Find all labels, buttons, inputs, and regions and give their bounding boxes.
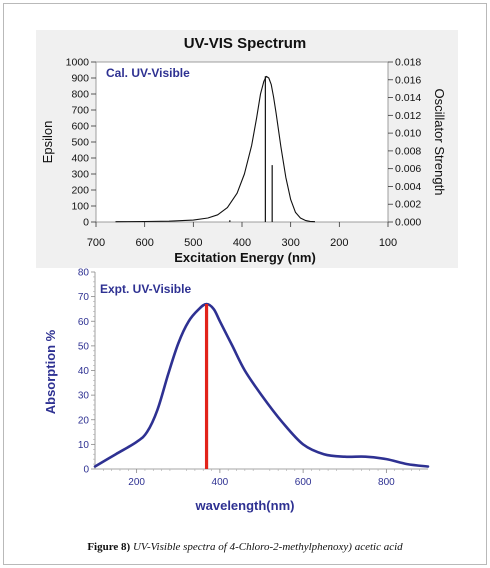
- y-left-tick-label: 200: [71, 185, 89, 197]
- y-left-tick-label: 900: [71, 73, 89, 85]
- chart-title: UV-VIS Spectrum: [184, 35, 307, 52]
- x-tick-label: 800: [378, 477, 395, 488]
- y-tick-label: 40: [78, 366, 90, 377]
- y-left-tick-label: 600: [71, 121, 89, 133]
- x-tick-label: 200: [128, 477, 145, 488]
- y-left-tick-label: 500: [71, 137, 89, 149]
- x-tick-label: 400: [233, 237, 251, 249]
- x-axis-title: wavelength(nm): [195, 498, 295, 513]
- x-tick-label: 700: [87, 237, 105, 249]
- y-right-tick-label: 0.006: [395, 163, 421, 175]
- y-right-tick-label: 0.012: [395, 110, 421, 122]
- y-tick-label: 80: [78, 268, 90, 279]
- caption-text: UV-Visible spectra of 4-Chloro-2-methylp…: [130, 541, 403, 553]
- y-tick-label: 0: [83, 465, 89, 476]
- caption-label: Figure 8): [87, 541, 131, 553]
- absorption-curve: [93, 302, 430, 468]
- figure-caption: Figure 8) UV-Visible spectra of 4-Chloro…: [0, 541, 490, 553]
- y-right-tick-label: 0.016: [395, 74, 421, 86]
- chart-annotation: Cal. UV-Visible: [106, 66, 190, 80]
- y-tick-label: 70: [78, 292, 90, 303]
- plot-area: [95, 61, 389, 223]
- y-left-tick-label: 700: [71, 105, 89, 117]
- y-axis-title-right: Oscillator Strength: [432, 89, 447, 196]
- y-left-tick-label: 300: [71, 169, 89, 181]
- y-left-tick-label: 1000: [66, 57, 90, 69]
- y-right-tick-label: 0.018: [395, 57, 421, 69]
- y-right-tick-label: 0.004: [395, 181, 421, 193]
- y-right-tick-label: 0.002: [395, 199, 421, 211]
- y-tick-label: 10: [78, 440, 90, 451]
- y-tick-label: 50: [78, 341, 90, 352]
- x-axis-title: Excitation Energy (nm): [174, 250, 316, 265]
- epsilon-curve: [115, 75, 316, 223]
- experimental-marks: 0 10 20 30 40 50 60 70 80 200 400 600 800: [78, 268, 430, 488]
- y-tick-label: 60: [78, 317, 90, 328]
- calculated-chart: UV-VIS Spectrum Cal. UV-Visible Excitati…: [40, 35, 447, 265]
- y-left-tick-label: 0: [83, 217, 89, 229]
- y-left-tick-label: 100: [71, 201, 89, 213]
- x-tick-label: 400: [212, 477, 229, 488]
- y-right-tick-label: 0.010: [395, 128, 421, 140]
- experimental-chart: Expt. UV-Visible wavelength(nm) Absorpti…: [43, 268, 430, 513]
- chart-annotation: Expt. UV-Visible: [100, 282, 191, 296]
- y-right-tick-label: 0.000: [395, 217, 421, 229]
- x-tick-label: 600: [135, 237, 153, 249]
- x-tick-label: 300: [281, 237, 299, 249]
- y-axis-title: Absorption %: [43, 329, 58, 414]
- calculated-marks: 0 100 200 300 400 500 600 700 800 900 1000 0.000 0.0…: [66, 57, 422, 250]
- y-tick-label: 20: [78, 415, 90, 426]
- y-left-tick-label: 400: [71, 153, 89, 165]
- x-tick-label: 600: [295, 477, 312, 488]
- y-tick-label: 30: [78, 391, 90, 402]
- y-axis-title-left: Epsilon: [40, 121, 55, 164]
- x-tick-label: 200: [330, 237, 348, 249]
- y-right-tick-label: 0.008: [395, 145, 421, 157]
- y-left-tick-label: 800: [71, 89, 89, 101]
- y-right-tick-label: 0.014: [395, 92, 421, 104]
- x-tick-label: 100: [379, 237, 397, 249]
- x-tick-label: 500: [184, 237, 202, 249]
